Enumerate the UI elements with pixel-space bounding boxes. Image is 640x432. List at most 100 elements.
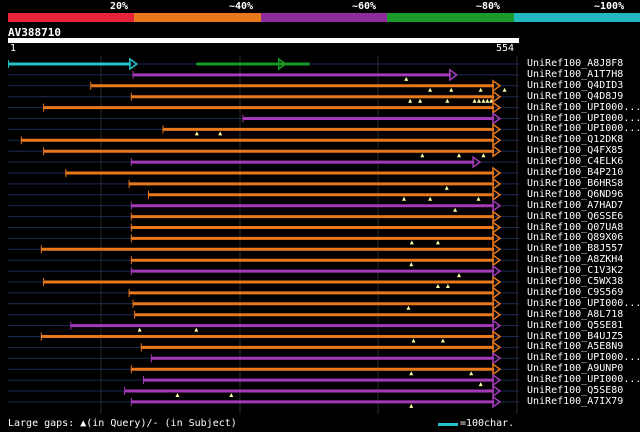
- query-gap-mark: [408, 98, 413, 103]
- hit-label[interactable]: UniRef100_A7HAD7: [527, 199, 624, 211]
- hit-arrow: [492, 144, 502, 158]
- hit-arrow: [492, 90, 502, 104]
- scale-segment-2: [134, 13, 261, 22]
- hit-arrow: [492, 330, 502, 343]
- query-gap-mark: [229, 393, 234, 397]
- hit-arrow: [492, 373, 502, 387]
- hit-label[interactable]: UniRef100_C5WX38: [527, 276, 624, 287]
- hit-label[interactable]: UniRef100_A8ZKH4: [527, 254, 624, 266]
- query-gap-mark: [402, 196, 407, 201]
- hit-arrow: [492, 133, 502, 147]
- hit-arrow: [492, 177, 502, 191]
- hit-label[interactable]: UniRef100_Q6ND96: [527, 188, 624, 200]
- query-gap-mark: [406, 305, 411, 310]
- hit-label[interactable]: UniRef100_A8J8F8: [527, 58, 624, 69]
- hit-arrow: [492, 242, 502, 256]
- hit-label[interactable]: UniRef100_UPI000...: [527, 101, 640, 113]
- scale-segment-4: [387, 13, 514, 22]
- hit-label[interactable]: UniRef100_C1V3K2: [527, 265, 624, 277]
- hit-label[interactable]: UniRef100_B6HRS8: [527, 177, 624, 189]
- hit-label[interactable]: UniRef100_A8L718: [527, 308, 624, 320]
- hit-label[interactable]: UniRef100_Q5SE81: [527, 319, 624, 331]
- hit-label[interactable]: UniRef100_Q89X06: [527, 232, 624, 244]
- hit-arrow: [492, 264, 502, 278]
- scale-label-5: ~100%: [594, 1, 625, 12]
- hit-label[interactable]: UniRef100_B8J557: [527, 243, 624, 255]
- hit-label[interactable]: UniRef100_Q4FX85: [527, 145, 624, 157]
- hit-arrow: [492, 308, 502, 322]
- query-gap-mark: [137, 327, 142, 332]
- scale-segment-3: [260, 13, 388, 22]
- query-gap-mark: [481, 153, 486, 158]
- hit-label[interactable]: UniRef100_Q4DID3: [527, 79, 624, 91]
- query-gap-mark: [478, 87, 483, 92]
- query-gap-mark: [457, 153, 462, 158]
- hit-arrow: [492, 122, 502, 136]
- hit-arrow: [492, 112, 502, 125]
- query-gap-mark: [444, 185, 449, 190]
- query-gap-mark: [449, 87, 454, 92]
- hit-label[interactable]: UniRef100_A5E8N9: [527, 341, 624, 353]
- hit-arrow: [492, 286, 502, 300]
- query-gap-mark: [445, 98, 450, 103]
- query-gap-mark: [409, 371, 414, 376]
- query-gap-mark: [435, 284, 440, 288]
- query-gap-mark: [218, 131, 223, 136]
- hit-label[interactable]: UniRef100_UPI000...: [527, 374, 640, 386]
- query-gap-mark: [194, 131, 199, 136]
- hit-arrow: [492, 395, 502, 409]
- query-gap-mark: [428, 196, 433, 201]
- hit-label[interactable]: UniRef100_Q5SE80: [527, 385, 624, 396]
- scale-label-4: ~80%: [476, 1, 501, 12]
- hit-label[interactable]: UniRef100_Q4D8J9: [527, 90, 624, 102]
- hit-arrow: [492, 340, 502, 354]
- hit-arrow-2: [277, 57, 288, 71]
- hit-label[interactable]: UniRef100_Q6SSE6: [527, 210, 624, 222]
- query-bar: [8, 38, 519, 43]
- hit-label[interactable]: UniRef100_B4UJZ5: [527, 330, 624, 342]
- query-gap-mark: [476, 196, 481, 201]
- query-gap-mark: [469, 371, 474, 376]
- hit-arrow: [492, 101, 502, 115]
- query-gap-mark: [502, 87, 507, 92]
- hit-arrow: [129, 57, 139, 71]
- query-gap-mark: [453, 207, 458, 212]
- scale-label-2: ~40%: [229, 1, 254, 12]
- hit-arrow: [492, 253, 502, 267]
- query-gap-mark: [418, 98, 423, 103]
- query-gap-mark: [409, 403, 414, 408]
- scale-label-3: ~60%: [352, 1, 377, 12]
- hit-arrow: [472, 155, 482, 169]
- hit-arrow: [449, 68, 459, 82]
- query-gap-mark: [440, 338, 445, 343]
- query-gap-mark: [175, 393, 180, 397]
- query-gap-mark: [489, 98, 494, 103]
- query-gap-mark: [481, 98, 486, 103]
- hit-arrow: [492, 384, 502, 398]
- hit-arrow: [492, 166, 502, 180]
- hit-label[interactable]: UniRef100_A7IX79: [527, 395, 624, 407]
- hit-label[interactable]: UniRef100_UPI000...: [527, 123, 640, 135]
- hit-label[interactable]: UniRef100_A1T7H8: [527, 68, 624, 80]
- hit-arrow: [492, 297, 502, 311]
- hit-label[interactable]: UniRef100_UPI000...: [527, 297, 640, 309]
- scale-segment-1: [8, 13, 135, 22]
- scale-label-1: 20%: [110, 1, 129, 12]
- hit-label[interactable]: UniRef100_C9S569: [527, 286, 624, 298]
- hit-label[interactable]: UniRef100_UPI000...: [527, 112, 640, 124]
- query-gap-mark: [435, 240, 440, 245]
- hit-label[interactable]: UniRef100_UPI000...: [527, 352, 640, 364]
- hit-label[interactable]: UniRef100_C4ELK6: [527, 156, 624, 168]
- query-gap-mark: [472, 98, 477, 103]
- hit-label[interactable]: UniRef100_B4P210: [527, 167, 624, 178]
- hit-label[interactable]: UniRef100_Q07UA8: [527, 221, 624, 233]
- scale-segment-5: [513, 13, 640, 22]
- hit-arrow: [492, 221, 502, 234]
- hit-label[interactable]: UniRef100_Q12DK8: [527, 134, 624, 146]
- hit-arrow: [492, 199, 502, 213]
- hit-label[interactable]: UniRef100_A9UNP0: [527, 363, 624, 375]
- query-gap-mark: [409, 240, 414, 245]
- scale-key-bar: [438, 423, 458, 426]
- hit-arrow: [492, 79, 502, 93]
